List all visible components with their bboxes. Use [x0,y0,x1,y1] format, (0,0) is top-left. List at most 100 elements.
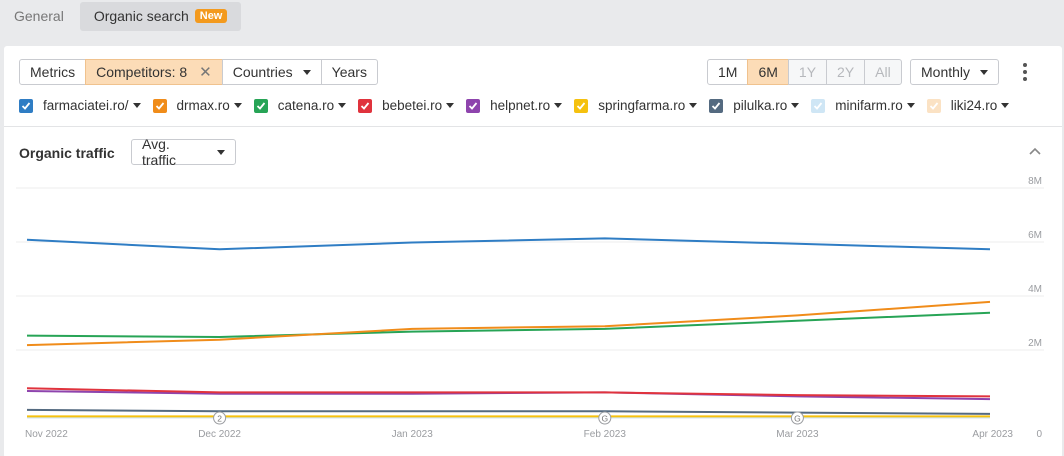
legend-label: helpnet.ro [490,98,551,113]
legend-label: bebetei.ro [382,98,443,113]
interval-label: Monthly [921,64,971,80]
x-tick-label: Apr 2023 [972,429,1013,440]
checkbox-icon[interactable] [709,98,724,113]
legend: farmaciatei.ro/drmax.ro catena.ro bebetei.… [19,98,1021,113]
tab-general-label: General [14,8,64,24]
legend-item[interactable]: springfarma.ro [574,98,698,113]
legend-label: farmaciatei.ro/ [43,98,129,113]
chevron-down-icon[interactable] [791,103,800,108]
checkbox-icon[interactable] [19,98,33,113]
y-tick-label: 0 [1036,429,1042,440]
countries-dropdown[interactable]: Countries [221,59,322,85]
metric-dropdown-label: Avg. traffic [142,136,176,168]
checkbox-icon[interactable] [811,98,826,113]
main-panel: Metrics Competitors: 8 ✕ Countries Years… [4,46,1062,456]
top-tabs: General Organic search New [0,0,242,32]
chevron-down-icon [980,69,989,75]
x-tick-label: Feb 2023 [584,429,627,440]
series-line[interactable] [26,300,991,347]
interval-dropdown[interactable]: Monthly [910,59,999,85]
legend-label: liki24.ro [950,98,998,113]
legend-label: minifarm.ro [835,98,903,113]
legend-item[interactable]: bebetei.ro [358,98,455,113]
checkbox-icon[interactable] [152,98,167,113]
range-all-button[interactable]: All [864,59,902,85]
tab-organic-search-label: Organic search [93,8,189,24]
traffic-chart: 8M 6M 4M 2M 0 Nov 2022 Dec 2022 Jan 2023 Feb 202… [16,176,1044,440]
y-tick-label: 8M [1028,176,1042,187]
more-options-icon[interactable] [1021,63,1029,81]
legend-item[interactable]: catena.ro [253,98,347,113]
checkbox-icon[interactable] [253,98,268,113]
legend-label: catena.ro [277,98,335,113]
x-tick-label: Mar 2023 [776,429,819,440]
range-1m-button[interactable]: 1M [707,59,749,85]
legend-item[interactable]: farmaciatei.ro/ [19,98,141,113]
chevron-down-icon[interactable] [338,103,347,108]
range-2y-label: 2Y [837,64,855,80]
series-line[interactable] [26,408,991,415]
annotation-label: G [794,414,801,424]
annotation-marker[interactable]: 2 [213,411,227,425]
filter-button-group: Metrics Competitors: 8 ✕ Countries Years [19,59,378,85]
legend-label: springfarma.ro [598,98,686,113]
legend-label: drmax.ro [176,98,230,113]
legend-item[interactable]: helpnet.ro [466,98,563,113]
series-line[interactable] [26,311,991,338]
series-line[interactable] [26,387,991,398]
range-1m-label: 1M [718,64,738,80]
x-tick-label: Dec 2022 [198,429,241,440]
y-tick-label: 2M [1028,338,1042,349]
chevron-down-icon[interactable] [1001,103,1010,108]
chevron-down-icon [302,69,311,75]
range-6m-label: 6M [758,64,778,80]
checkbox-icon[interactable] [926,98,941,113]
range-button-group: 1M 6M 1Y 2Y All [707,59,902,85]
chevron-down-icon [217,149,225,155]
chevron-down-icon[interactable] [689,103,698,108]
x-tick-label: Nov 2022 [25,429,68,440]
legend-item[interactable]: minifarm.ro [811,98,915,113]
countries-label: Countries [232,64,293,80]
chevron-down-icon[interactable] [132,103,141,108]
gridlines [16,187,1044,351]
annotation-marker[interactable]: G [790,411,804,425]
tab-general[interactable]: General [0,2,78,31]
y-tick-label: 6M [1028,230,1042,241]
annotation-label: G [601,414,608,424]
checkbox-icon[interactable] [358,98,373,113]
annotation-label: 2 [217,414,222,424]
chevron-down-icon[interactable] [446,103,455,108]
checkbox-icon[interactable] [574,98,589,113]
competitors-button[interactable]: Competitors: 8 ✕ [85,59,223,85]
range-2y-button[interactable]: 2Y [826,59,866,85]
competitors-label: Competitors: 8 [96,64,188,80]
chevron-down-icon[interactable] [906,103,915,108]
metrics-label: Metrics [30,64,76,80]
annotation-marker[interactable]: G [598,411,612,425]
divider [4,126,1062,127]
chevron-up-icon[interactable] [1028,144,1042,158]
legend-item[interactable]: drmax.ro [152,98,242,113]
range-1y-label: 1Y [798,64,817,80]
chevron-down-icon[interactable] [233,103,242,108]
chart-title: Organic traffic [19,145,115,161]
range-6m-button[interactable]: 6M [747,59,789,85]
close-icon[interactable]: ✕ [199,64,212,81]
new-badge: New [194,9,228,23]
years-button[interactable]: Years [320,59,378,85]
x-tick-label: Jan 2023 [392,429,434,440]
series-line[interactable] [26,237,991,251]
y-tick-label: 4M [1028,284,1042,295]
legend-item[interactable]: pilulka.ro [709,98,800,113]
legend-item[interactable]: liki24.ro [926,98,1010,113]
legend-label: pilulka.ro [733,98,788,113]
chevron-down-icon[interactable] [554,103,563,108]
metrics-button[interactable]: Metrics [19,59,87,85]
range-1y-button[interactable]: 1Y [787,59,828,85]
range-all-label: All [875,64,891,80]
checkbox-icon[interactable] [466,98,481,113]
metric-dropdown[interactable]: Avg. traffic [131,136,236,168]
years-label: Years [331,64,367,80]
tab-organic-search[interactable]: Organic search New [79,1,242,31]
